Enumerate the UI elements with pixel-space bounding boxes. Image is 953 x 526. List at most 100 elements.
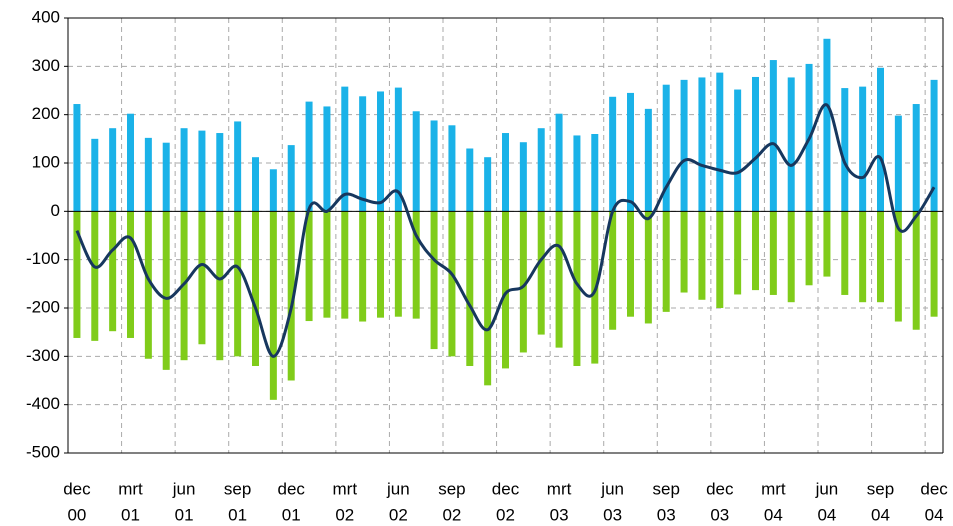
x-tick-label: mrt — [761, 479, 786, 498]
x-tick-label: jun — [172, 479, 196, 498]
bar — [823, 38, 831, 212]
x-tick-label: dec — [920, 479, 948, 498]
bar — [716, 211, 724, 308]
x-tick-label: 03 — [657, 505, 676, 524]
bar — [341, 86, 349, 212]
bar — [805, 211, 813, 286]
bar — [930, 211, 938, 317]
bar — [930, 79, 938, 212]
x-tick-label: dec — [492, 479, 520, 498]
bar — [305, 211, 313, 322]
bar — [894, 115, 902, 212]
bar — [252, 157, 259, 212]
bar — [698, 211, 706, 300]
bar — [412, 211, 420, 319]
bar — [323, 211, 331, 318]
bar — [466, 211, 474, 366]
x-tick-label: 01 — [175, 505, 194, 524]
bar — [644, 108, 652, 212]
bar — [609, 211, 617, 330]
bar — [287, 211, 295, 381]
bar — [91, 211, 99, 341]
bar — [716, 72, 724, 212]
bar — [180, 128, 188, 212]
bar — [555, 113, 563, 212]
bar — [216, 133, 224, 212]
bar — [323, 106, 331, 212]
bar — [734, 89, 742, 212]
bar — [484, 157, 492, 212]
y-tick-label: -500 — [26, 442, 60, 461]
bar — [394, 211, 402, 317]
y-tick-label: -300 — [26, 346, 60, 365]
bar — [484, 211, 492, 386]
bar — [644, 211, 652, 324]
bar — [502, 211, 509, 369]
bar — [109, 128, 117, 212]
x-tick-label: mrt — [118, 479, 143, 498]
bar — [555, 211, 563, 348]
x-tick-label: sep — [224, 479, 251, 498]
bar — [198, 211, 206, 345]
bar — [198, 130, 206, 212]
bar — [412, 111, 420, 212]
bar — [573, 211, 581, 366]
bar — [73, 211, 81, 338]
bar — [269, 211, 277, 400]
bar — [359, 211, 367, 322]
bar — [519, 211, 527, 353]
bar — [502, 133, 509, 212]
bar — [912, 211, 920, 330]
bar — [448, 125, 456, 212]
bar — [394, 87, 402, 212]
x-tick-label: dec — [706, 479, 734, 498]
bar — [894, 211, 902, 322]
bar — [269, 169, 277, 212]
x-tick-label: jun — [815, 479, 839, 498]
bar — [127, 211, 134, 338]
x-tick-label: jun — [386, 479, 410, 498]
bar — [234, 211, 242, 357]
bar — [787, 211, 795, 303]
y-tick-label: 300 — [32, 56, 60, 75]
bar — [305, 101, 313, 212]
bar — [627, 211, 634, 317]
bar — [877, 211, 884, 303]
x-tick-label: 04 — [817, 505, 836, 524]
x-tick-label: 01 — [228, 505, 247, 524]
bar — [162, 142, 170, 212]
x-tick-label: 03 — [550, 505, 569, 524]
bar — [841, 211, 849, 295]
x-tick-label: sep — [438, 479, 465, 498]
bar — [680, 211, 688, 293]
x-tick-label: 02 — [389, 505, 408, 524]
bar — [662, 84, 670, 212]
x-tick-label: 03 — [603, 505, 622, 524]
x-tick-label: 00 — [67, 505, 86, 524]
y-tick-label: -200 — [26, 297, 60, 316]
x-tick-label: sep — [867, 479, 894, 498]
bar — [769, 60, 777, 212]
bar — [752, 211, 759, 291]
bar — [680, 79, 688, 212]
bar — [144, 137, 152, 212]
bar — [573, 135, 581, 212]
x-tick-label: dec — [63, 479, 91, 498]
y-tick-label: 400 — [32, 7, 60, 26]
bar — [698, 77, 706, 212]
x-tick-label: sep — [653, 479, 680, 498]
bar — [234, 121, 242, 212]
x-tick-label: 03 — [710, 505, 729, 524]
bar — [341, 211, 349, 319]
x-tick-label: 02 — [496, 505, 515, 524]
bar — [287, 145, 295, 212]
x-tick-label: mrt — [547, 479, 572, 498]
bar — [537, 128, 545, 212]
line — [75, 103, 936, 358]
bar — [359, 96, 367, 212]
bar — [752, 76, 759, 212]
bar — [823, 211, 831, 277]
bar — [787, 77, 795, 212]
y-tick-label: 0 — [51, 201, 60, 220]
